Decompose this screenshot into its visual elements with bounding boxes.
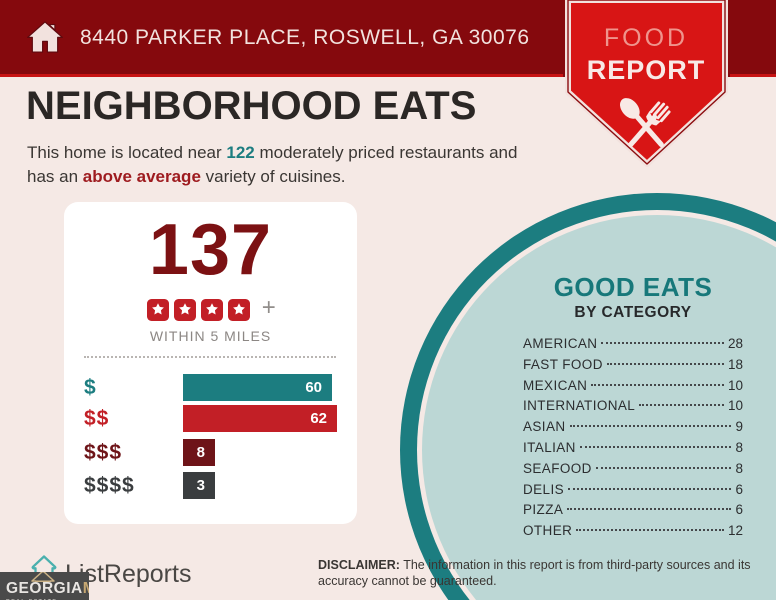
svg-text:FOOD: FOOD — [604, 24, 688, 52]
svg-text:REPORT: REPORT — [587, 55, 706, 85]
